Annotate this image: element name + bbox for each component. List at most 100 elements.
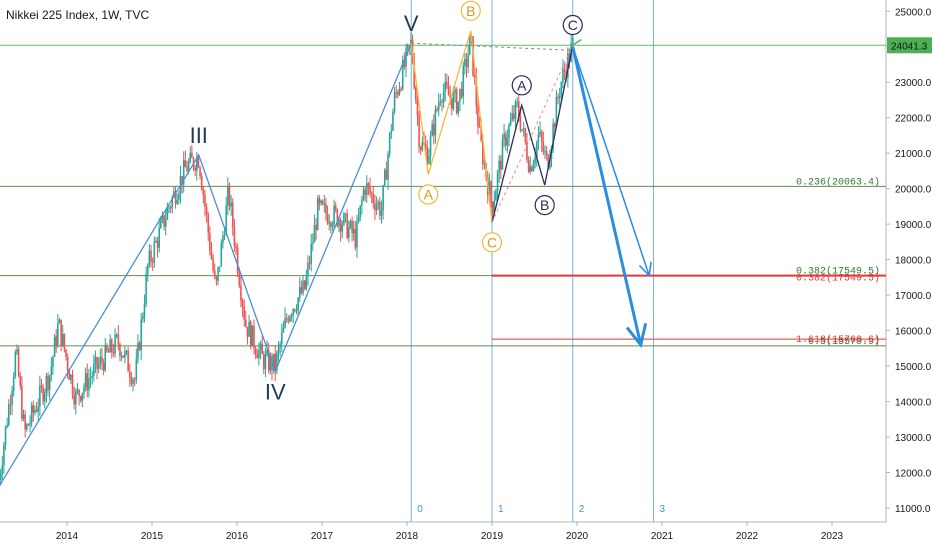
candle-body — [63, 333, 66, 350]
candle-body — [261, 343, 263, 355]
candle-body — [408, 44, 411, 46]
candle-body — [101, 357, 103, 363]
candle-body — [195, 157, 198, 171]
candle-body — [24, 414, 26, 430]
candle-body — [93, 364, 95, 376]
candle-body — [387, 154, 389, 180]
candle-body — [377, 202, 380, 206]
candle-body — [150, 250, 152, 262]
candle-body — [58, 319, 61, 324]
candle-body — [71, 374, 74, 395]
cycle-line-label: 2 — [579, 504, 585, 515]
candle-body — [202, 189, 205, 196]
candle-body — [248, 321, 250, 337]
candle-body — [434, 109, 437, 136]
candle-body — [477, 106, 479, 127]
purple-wave-label: A — [517, 77, 527, 93]
candle-body — [441, 101, 443, 103]
candle-body — [43, 392, 46, 402]
candle-body — [495, 190, 497, 201]
candle-body — [200, 175, 203, 190]
candle-body — [267, 349, 270, 371]
projection-arrow-head — [638, 261, 652, 278]
candle-body — [298, 287, 301, 298]
candle-body — [89, 377, 92, 379]
candle-body — [382, 185, 384, 211]
candle-body — [552, 123, 554, 148]
candle-body — [553, 123, 556, 127]
candle-body — [452, 92, 455, 109]
candle-body — [227, 185, 229, 206]
candle-body — [352, 228, 355, 234]
candle-body — [421, 141, 424, 150]
candle-body — [269, 355, 272, 371]
candle-body — [392, 111, 394, 131]
purple-wave-label: B — [540, 197, 549, 213]
cycle-line-label: 3 — [660, 504, 666, 515]
candle-body — [143, 304, 146, 316]
candle-body — [459, 88, 461, 102]
candle-body — [527, 159, 530, 172]
x-tick-label: 2018 — [396, 531, 419, 542]
candle-body — [310, 243, 313, 264]
candle-body — [86, 373, 89, 391]
candle-body — [544, 151, 546, 153]
candle-body — [204, 195, 206, 208]
candle-body — [393, 92, 396, 112]
candle-body — [323, 203, 326, 205]
candle-body — [171, 197, 174, 208]
candle-body — [531, 166, 533, 171]
channel-dashed-line — [491, 44, 574, 223]
candle-body — [161, 215, 164, 221]
candle-body — [130, 377, 133, 384]
candle-body — [305, 276, 308, 289]
candle-body — [567, 53, 569, 78]
candle-body — [367, 183, 370, 187]
candle-body — [6, 424, 8, 427]
candle-body — [256, 354, 259, 359]
candle-body — [504, 133, 507, 146]
candle-body — [133, 379, 136, 381]
candle-body — [140, 319, 143, 350]
last-candle-line — [572, 39, 582, 46]
price-axis[interactable] — [886, 0, 932, 550]
y-tick-label: 13000.0 — [895, 433, 932, 444]
candle-body — [231, 202, 234, 228]
candle-body — [83, 387, 85, 393]
candle-body — [308, 262, 311, 264]
orange-wave-circle — [418, 184, 439, 205]
candle-body — [32, 405, 35, 413]
candle-body — [21, 385, 23, 419]
candle-body — [563, 69, 566, 72]
orange-wave-label: C — [487, 234, 497, 250]
candle-body — [4, 426, 7, 445]
candle-body — [473, 75, 476, 78]
candle-body — [325, 203, 327, 214]
candle-body — [500, 160, 502, 170]
candle-body — [17, 349, 20, 376]
candle-body — [280, 332, 283, 345]
impulse-wave-label: IV — [265, 379, 286, 404]
candle-body — [379, 202, 381, 216]
candle-body — [230, 202, 232, 207]
orange-wave-label: B — [466, 3, 475, 19]
last-price-label: 24041.3 — [891, 41, 928, 52]
purple-wave-circle — [534, 195, 555, 216]
candle-body — [11, 390, 13, 405]
candle-body — [433, 124, 435, 136]
y-tick-label: 15000.0 — [895, 362, 932, 373]
candle-body — [176, 199, 178, 204]
candle-body — [110, 339, 113, 352]
candle-body — [321, 200, 324, 205]
candle-body — [106, 345, 108, 351]
candle-body — [249, 321, 252, 347]
candle-body — [336, 209, 339, 226]
candle-body — [122, 355, 125, 358]
candle-body — [253, 325, 255, 349]
candle-body — [34, 409, 36, 413]
candle-body — [254, 348, 257, 355]
candle-body — [128, 371, 131, 378]
candle-body — [418, 115, 420, 148]
candle-body — [96, 357, 98, 369]
